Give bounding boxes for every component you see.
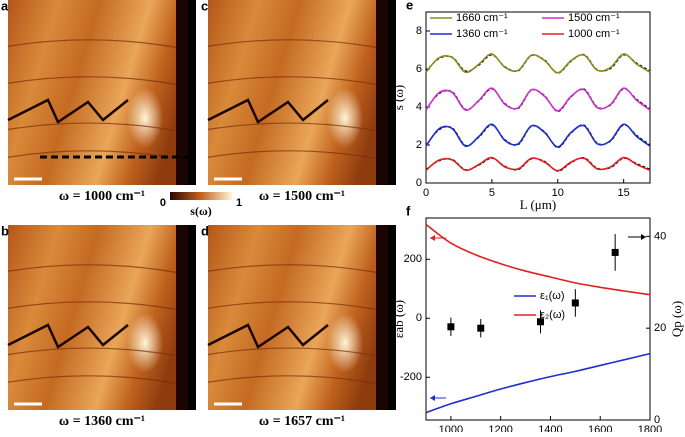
panel-caption: ω = 1360 cm⁻¹	[59, 414, 145, 429]
step-edge	[207, 98, 329, 124]
x-tick-label: 0	[423, 187, 429, 199]
terrace-line	[7, 39, 197, 52]
y-tick-label: 2	[416, 139, 422, 151]
edge-strip	[188, 0, 196, 185]
scatter-point	[536, 318, 544, 326]
y-tick-label: 0	[416, 312, 422, 324]
y-axis-label: s (ω)	[391, 85, 406, 111]
dark-strip	[176, 225, 188, 410]
terrace-line	[207, 375, 397, 388]
legend-label: 1360 cm⁻¹	[456, 28, 508, 40]
image	[8, 225, 196, 410]
panel-caption: ω = 1500 cm⁻¹	[259, 189, 345, 204]
terrace-line	[7, 264, 197, 277]
terrace-line	[7, 375, 197, 388]
x-tick-label: 5	[489, 187, 495, 199]
dark-strip	[376, 225, 388, 410]
step-edge	[7, 98, 129, 124]
x-tick-label: 1000	[439, 424, 463, 432]
panel-label: f	[406, 203, 411, 218]
step-edge	[207, 323, 329, 349]
terrace-line	[7, 301, 197, 314]
colorbar-min: 0	[160, 197, 166, 209]
x-tick-label: 1200	[488, 424, 512, 432]
x-tick-label: 10	[552, 187, 564, 199]
legend-label: 1500 cm⁻¹	[568, 12, 620, 24]
colorbar-max: 1	[236, 197, 242, 209]
legend-label: 1660 cm⁻¹	[456, 12, 508, 24]
dark-strip	[376, 0, 388, 185]
y2-axis-label: Qp (ω)	[669, 301, 684, 337]
data-line	[425, 53, 651, 74]
panel-label: a	[1, 0, 9, 13]
arrow-head	[430, 235, 435, 241]
y-tick-label: 8	[416, 25, 422, 37]
y-tick-label: 6	[416, 63, 422, 75]
scatter-point	[447, 323, 455, 331]
y2-tick-label: 0	[654, 414, 660, 426]
data-line	[425, 223, 651, 296]
y2-tick-label: 20	[654, 322, 666, 334]
y-tick-label: -200	[400, 371, 422, 383]
image	[8, 0, 196, 185]
terrace-line	[207, 264, 397, 277]
data-line	[425, 156, 651, 172]
arrow-head	[641, 234, 646, 240]
terrace-line	[207, 150, 397, 163]
y-tick-label: 4	[416, 101, 422, 113]
bright-spot	[327, 313, 363, 373]
data-line	[425, 352, 651, 414]
data-line	[425, 87, 651, 112]
legend-label: ε₂(ω)	[540, 309, 565, 321]
terrace-line	[7, 347, 197, 361]
scatter-point	[571, 299, 579, 307]
dark-strip	[176, 0, 188, 185]
panel-label: e	[406, 0, 413, 12]
bright-spot	[127, 88, 163, 148]
arrow-head	[430, 395, 435, 401]
scatter-point	[611, 248, 619, 256]
scatter-point	[477, 324, 485, 332]
terrace-line	[207, 39, 397, 52]
colorbar	[170, 192, 232, 200]
y-tick-label: 0	[416, 177, 422, 189]
edge-strip	[388, 225, 396, 410]
terrace-line	[207, 76, 397, 89]
panel-caption: ω = 1657 cm⁻¹	[259, 414, 345, 429]
image	[208, 0, 396, 185]
panel-label: d	[201, 223, 209, 238]
terrace-line	[207, 122, 397, 136]
step-edge	[7, 323, 129, 349]
bright-spot	[127, 313, 163, 373]
legend-label: 1000 cm⁻¹	[568, 28, 620, 40]
x-tick-label: 1600	[588, 424, 612, 432]
y-axis-label: εab (ω)	[391, 300, 406, 338]
x-axis-label: L (μm)	[520, 197, 556, 212]
bright-spot	[327, 88, 363, 148]
image	[208, 225, 396, 410]
y2-tick-label: 40	[654, 230, 666, 242]
colorbar-label: s(ω)	[190, 204, 211, 218]
y-tick-label: 200	[404, 253, 422, 265]
panel-label: b	[1, 223, 9, 238]
terrace-line	[7, 76, 197, 89]
edge-strip	[188, 225, 196, 410]
panel-label: c	[201, 0, 208, 13]
plot-frame	[425, 11, 651, 184]
terrace-line	[7, 122, 197, 136]
panel-caption: ω = 1000 cm⁻¹	[59, 189, 145, 204]
terrace-line	[207, 347, 397, 361]
plot-frame	[425, 217, 651, 421]
x-tick-label: 15	[618, 187, 630, 199]
x-tick-label: 1400	[538, 424, 562, 432]
legend-label: ε₁(ω)	[540, 290, 565, 302]
terrace-line	[207, 301, 397, 314]
data-line	[425, 123, 651, 148]
edge-strip	[388, 0, 396, 185]
